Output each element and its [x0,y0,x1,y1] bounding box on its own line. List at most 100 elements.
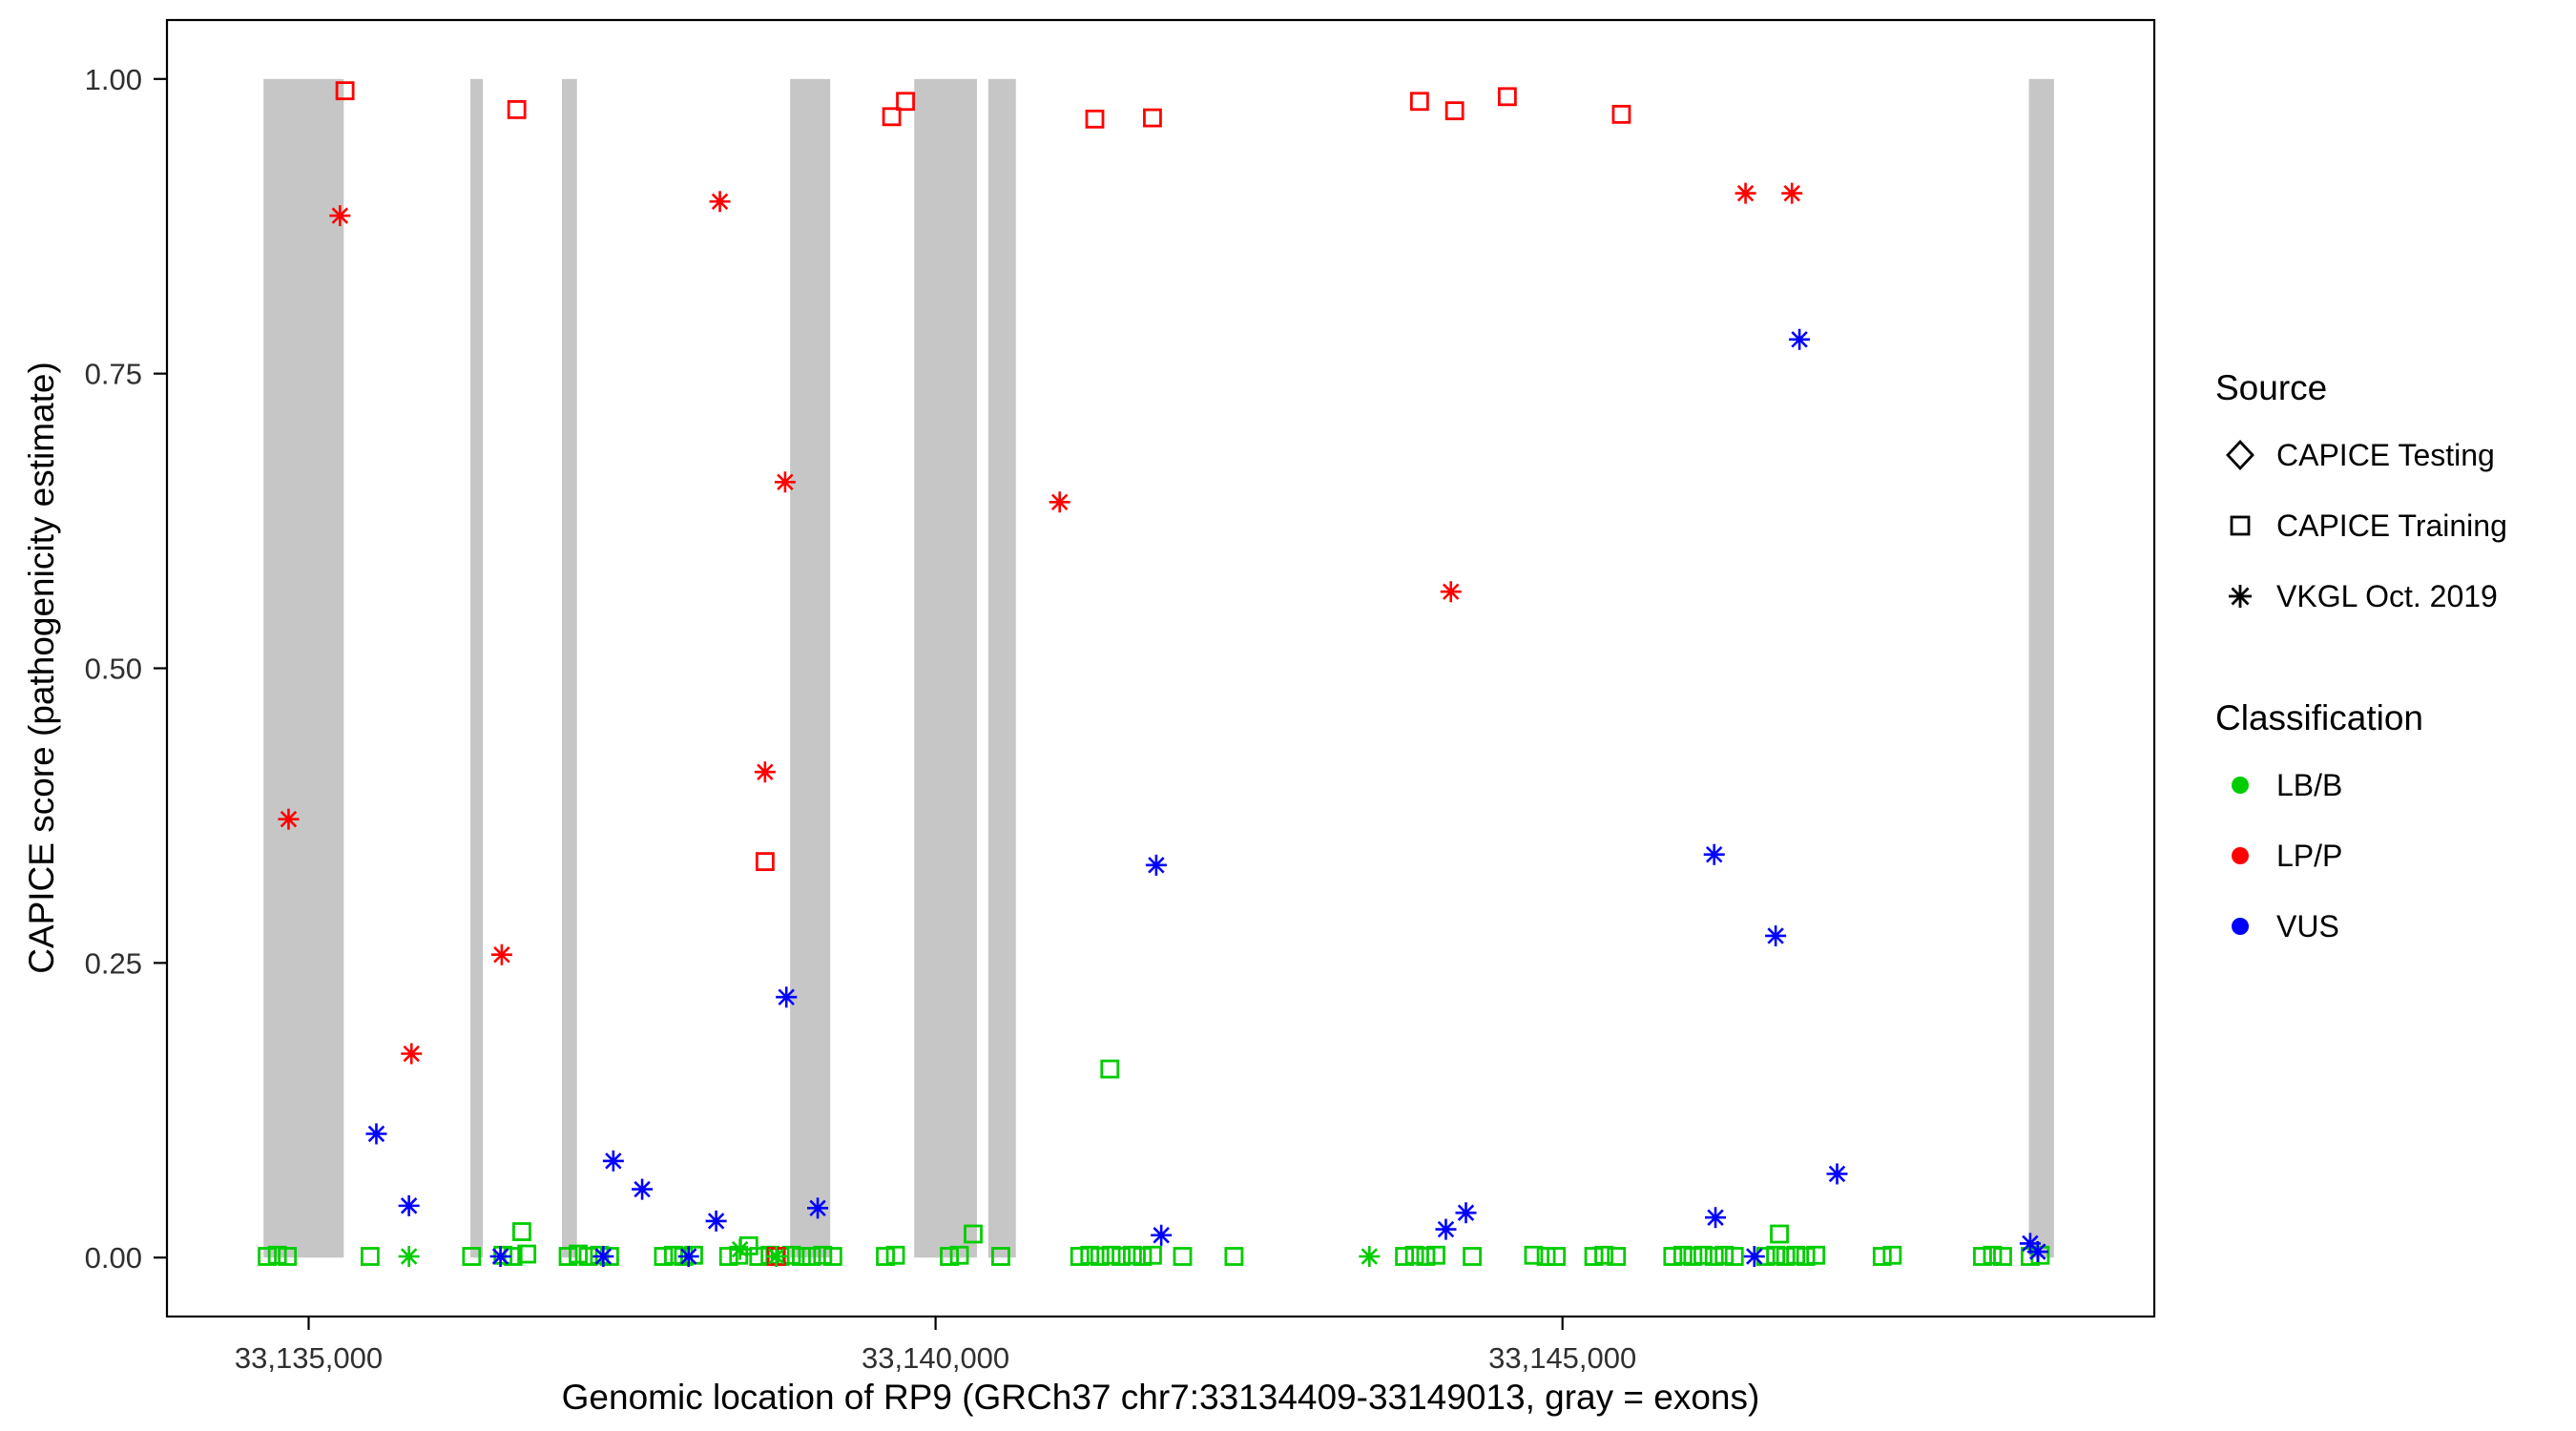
data-point-asterisk [765,1245,787,1267]
data-point-square [1100,1059,1120,1079]
data-point-square [2030,1245,2050,1265]
data-point-asterisk [774,471,796,493]
legend-classification-title: Classification [2215,698,2423,737]
data-point-square [1683,1247,1703,1266]
exon-band [470,78,484,1258]
data-point-square [1080,1245,1100,1265]
y-tick-label: 1.00 [85,63,142,96]
legend-item-label: VKGL Oct. 2019 [2276,578,2498,613]
data-point-square [1973,1247,1992,1266]
data-point-square [1463,1247,1482,1266]
data-point-square [1224,1247,1244,1266]
data-point-square [813,1245,833,1265]
data-point-square [718,1247,738,1266]
data-point-asterisk [398,1245,420,1267]
data-point-square [1497,87,1517,107]
data-point-asterisk [2026,1241,2048,1263]
data-point-square [278,1247,298,1266]
legend-item-lpp: LP/P [2215,820,2507,891]
data-point-square [507,99,527,119]
x-axis-title: Genomic location of RP9 (GRCh37 chr7:331… [561,1378,1760,1417]
red-dot-icon [2232,847,2249,864]
data-point-asterisk [1781,182,1803,204]
legend-classification-section: Classification LB/B LP/P VUS [2215,698,2507,962]
data-point-square [1524,1245,1544,1265]
data-point-square [1143,108,1162,128]
data-point-asterisk [278,808,300,830]
data-point-square [258,1247,278,1266]
data-point-asterisk [1743,1245,1765,1267]
data-point-asterisk [1765,924,1787,946]
data-point-square [360,1247,380,1266]
data-point-asterisk [729,1238,751,1260]
data-point-square [1444,101,1465,121]
data-point-square [1536,1247,1556,1266]
data-point-square [1123,1245,1142,1265]
data-point-square [876,1247,895,1266]
asterisk-icon [2229,585,2252,608]
data-point-square [1663,1247,1683,1266]
data-point-square [1704,1247,1724,1266]
data-point-asterisk [1435,1218,1457,1240]
legend-item-label: LB/B [2276,767,2343,802]
data-point-square [1395,1247,1415,1266]
data-point-square [1607,1247,1627,1266]
data-point-asterisk [1703,843,1725,865]
data-point-square [1766,1245,1786,1265]
data-point-asterisk [1789,328,1811,350]
data-point-asterisk [1151,1224,1173,1246]
legend-panel: Source CAPICE Testing CAPICE Training VK… [2215,351,2507,962]
data-point-asterisk [1359,1245,1381,1267]
data-point-square [949,1245,969,1265]
data-point-square [1070,1247,1090,1266]
legend-item-capice-training: CAPICE Training [2215,490,2507,561]
data-point-asterisk [632,1178,654,1200]
data-point-square [1101,1245,1121,1265]
legend-source-title: Source [2215,368,2328,407]
panel-border [165,18,2156,1318]
data-point-asterisk [2019,1233,2041,1255]
x-tick-label: 33,135,000 [235,1341,383,1375]
data-point-square [1796,1247,1816,1266]
data-point-square [1143,1245,1162,1265]
data-point-square [1547,1247,1567,1266]
data-point-square [512,1222,531,1241]
data-point-asterisk [1705,1207,1727,1229]
data-point-asterisk [705,1210,727,1232]
legend-gap [2215,632,2507,681]
data-point-square [1409,92,1429,112]
data-point-asterisk [754,761,776,783]
data-point-square [822,1247,842,1266]
data-point-square [462,1247,482,1266]
legend-item-vkgl: VKGL Oct. 2019 [2215,561,2507,632]
data-point-square [1611,104,1631,124]
data-point-asterisk [602,1150,624,1172]
data-point-square [1594,1245,1613,1265]
data-point-asterisk [365,1123,387,1145]
data-point-asterisk [677,1245,699,1267]
data-point-square [792,1247,811,1266]
data-point-square [1693,1245,1713,1265]
data-point-square [1714,1245,1735,1265]
exon-band [790,78,831,1258]
legend-item-label: LP/P [2276,838,2343,873]
data-point-square [1173,1247,1193,1266]
legend-item-label: CAPICE Training [2276,508,2507,543]
data-point-asterisk [329,205,351,227]
legend-item-vus: VUS [2215,891,2507,962]
blue-dot-icon [2232,918,2249,935]
exon-band [263,78,344,1258]
data-point-asterisk [1049,491,1070,513]
data-point-asterisk [1440,581,1462,603]
data-point-square [882,107,902,127]
y-tick-label: 0.00 [85,1241,142,1275]
y-tick-label: 0.75 [85,358,142,391]
data-point-square [991,1247,1010,1266]
data-point-square [1085,109,1105,129]
data-point-square [1776,1247,1796,1266]
data-point-asterisk [398,1194,420,1216]
data-point-square [569,1244,588,1264]
data-point-square [1090,1247,1110,1266]
data-point-asterisk [807,1197,829,1219]
